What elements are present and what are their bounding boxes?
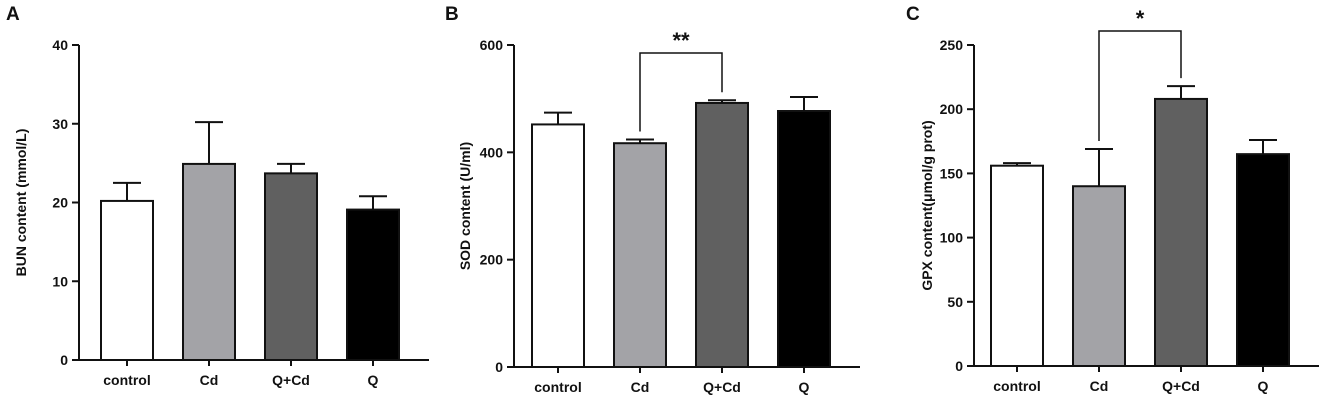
bar-q	[777, 110, 831, 369]
chart-panel-b: B 0 200 400 600 SOD content (U/ml) control Cd Q+…	[445, 4, 860, 395]
x-tick-label: Q	[368, 372, 379, 388]
bar-control	[100, 199, 154, 361]
significance-label: *	[1136, 6, 1145, 31]
bar-q-cd	[264, 172, 318, 361]
bar-q-cd	[1154, 97, 1208, 367]
significance-bracket	[639, 52, 723, 132]
significance-label: **	[672, 28, 690, 53]
panel-letter: B	[445, 4, 459, 25]
y-tick-label: 250	[940, 37, 964, 53]
bar-control	[990, 164, 1044, 367]
y-tick-label: 100	[940, 230, 964, 246]
x-tick-label: control	[534, 379, 581, 395]
y-tick-label: 30	[52, 116, 68, 132]
x-tick-label: Cd	[631, 379, 650, 395]
y-axis-title: GPX content(μmol/g prot)	[919, 120, 935, 290]
bar-q-cd	[695, 101, 749, 369]
chart-panel-a: A 0 10 20 30 40 BUN content (mmol/L) control Cd Q…	[6, 4, 429, 388]
chart-panel-c: C 0 50 100 150 200 250 GPX content(μmol/g prot)…	[906, 4, 1319, 394]
bar-cd	[613, 142, 667, 368]
x-tick-label: Q	[799, 379, 810, 395]
bar-q	[1236, 153, 1290, 367]
y-tick-label: 600	[480, 37, 504, 53]
panel-letter: C	[906, 4, 920, 25]
x-tick-label: Q+Cd	[703, 379, 741, 395]
x-tick-label: Cd	[1090, 378, 1109, 394]
y-tick-label: 0	[495, 359, 503, 375]
x-tick-label: control	[993, 378, 1040, 394]
y-tick-label: 0	[955, 358, 963, 374]
y-tick-label: 10	[52, 273, 68, 289]
x-tick-label: control	[103, 372, 150, 388]
y-tick-label: 40	[52, 37, 68, 53]
bar-q	[346, 208, 400, 361]
y-axis-title: SOD content (U/ml)	[457, 142, 473, 270]
y-tick-label: 20	[52, 195, 68, 211]
bar-cd	[1072, 185, 1126, 367]
y-tick-label: 200	[940, 101, 964, 117]
y-tick-label: 400	[480, 144, 504, 160]
y-tick-label: 0	[60, 352, 68, 368]
y-tick-label: 200	[480, 252, 504, 268]
significance-bracket	[1098, 30, 1182, 142]
bar-control	[531, 123, 585, 368]
x-tick-label: Cd	[200, 372, 219, 388]
y-tick-label: 150	[940, 165, 964, 181]
y-tick-label: 50	[947, 294, 963, 310]
y-axis-title: BUN content (mmol/L)	[13, 129, 29, 277]
x-tick-label: Q+Cd	[1162, 378, 1200, 394]
panel-letter: A	[6, 4, 20, 25]
x-tick-label: Q	[1258, 378, 1269, 394]
bar-cd	[182, 162, 236, 361]
x-tick-label: Q+Cd	[272, 372, 310, 388]
